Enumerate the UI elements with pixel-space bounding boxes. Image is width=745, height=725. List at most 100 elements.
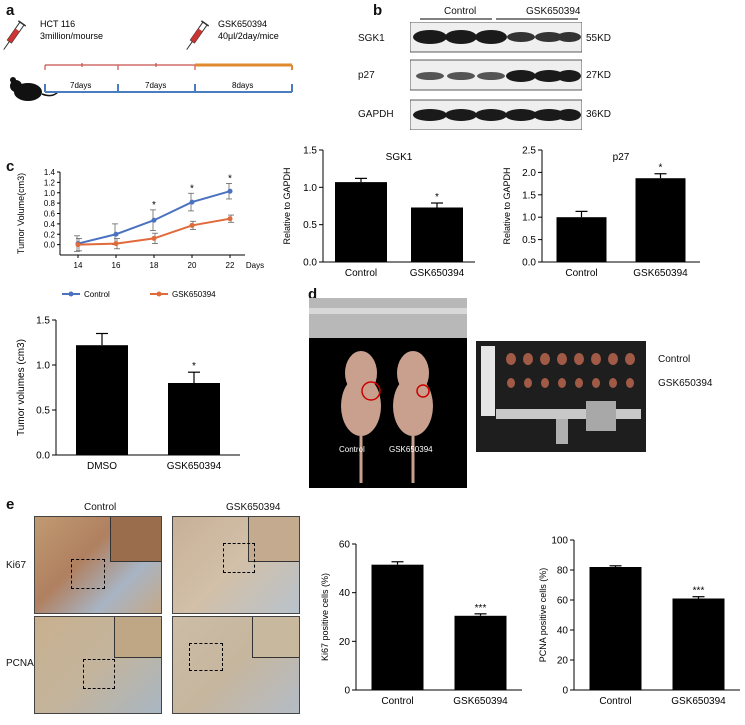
ihc-column-label: Control xyxy=(84,502,117,513)
p27-bar-chart: 0.0 0.5 1.0 1.5 2.0 2.5 Control GSK650394 * p27 Re… xyxy=(502,146,700,279)
mice-photo: Control GSK650394 xyxy=(309,298,467,488)
x-tick-label: 18 xyxy=(150,261,159,270)
mouse-label: GSK650394 xyxy=(389,445,433,454)
y-tick-label: 0.8 xyxy=(44,199,56,208)
y-tick-label: 1.5 xyxy=(303,146,317,157)
y-axis-label: PCNA positive cells (%) xyxy=(538,568,548,663)
period-label: 8days xyxy=(232,81,253,90)
significance-label: * xyxy=(192,361,196,372)
tumor-volume-bar-chart: 0.0 0.5 1.0 1.5 DMSO GSK650394 * Tumor volumes … xyxy=(16,316,240,472)
x-tick-label: DMSO xyxy=(87,461,117,472)
data-point xyxy=(113,241,119,247)
data-point xyxy=(227,216,233,222)
blot-row-label: GAPDH xyxy=(358,109,394,120)
significance-label: *** xyxy=(693,586,705,597)
y-tick-label: 0.0 xyxy=(36,451,50,462)
bar xyxy=(635,178,686,262)
y-tick-label: 0.5 xyxy=(522,235,536,246)
drug-label: GSK650394 xyxy=(218,19,267,29)
schematic-diagram: HCT 116 3million/mourse GSK650394 40μl/2… xyxy=(3,19,293,101)
x-tick-label: Control xyxy=(565,268,597,279)
y-tick-label: 0.0 xyxy=(522,258,536,269)
blot-group-label: Control xyxy=(444,6,477,17)
ihc-image-ki67-control xyxy=(34,516,162,614)
ihc-image-pcna-gsk xyxy=(172,616,300,714)
blot-row-label: SGK1 xyxy=(358,33,385,44)
x-tick-label: GSK650394 xyxy=(671,696,726,707)
data-point xyxy=(151,235,157,241)
y-axis-label: Tumor Volume(cm3) xyxy=(16,173,26,254)
x-tick-label: Control xyxy=(345,268,377,279)
blot-size-label: 36KD xyxy=(586,109,612,120)
ki67-bar-chart: 0 20 40 60 Control GSK650394 *** Ki67 positive … xyxy=(320,540,522,707)
tumor-growth-chart: 0.0 0.20.40.6 0.81.0 1.21.4 14 16 18 20 22 Days Tu… xyxy=(16,168,264,299)
bar xyxy=(371,564,424,690)
x-tick-label: 16 xyxy=(112,261,121,270)
y-tick-label: 1.0 xyxy=(36,361,50,372)
x-tick-label: Control xyxy=(599,696,631,707)
y-tick-label: 100 xyxy=(551,536,568,547)
tumors-photo xyxy=(476,341,646,452)
syringe-icon xyxy=(3,20,27,50)
x-tick-label: 14 xyxy=(74,261,83,270)
y-tick-label: 2.5 xyxy=(522,146,536,157)
legend-marker xyxy=(68,291,74,297)
x-axis-label: Days xyxy=(246,261,264,270)
y-axis-label: Ki67 positive cells (%) xyxy=(320,573,330,661)
y-tick-label: 60 xyxy=(339,540,351,551)
panel-letter-b: b xyxy=(373,2,383,19)
ihc-column-label: GSK650394 xyxy=(226,502,281,513)
blot-row-label: p27 xyxy=(358,70,375,81)
schematic-lines xyxy=(44,63,293,93)
significance-label: * xyxy=(228,173,232,184)
x-tick-label: GSK650394 xyxy=(633,268,688,279)
y-tick-label: 60 xyxy=(557,596,569,607)
y-tick-label: 0.4 xyxy=(44,220,56,229)
ihc-row-label: PCNA xyxy=(6,658,34,669)
bar xyxy=(589,567,642,690)
legend-label: Control xyxy=(84,290,110,299)
y-tick-label: 2.0 xyxy=(522,168,536,179)
data-point xyxy=(189,199,195,205)
bar xyxy=(168,383,220,455)
legend-label: GSK650394 xyxy=(172,290,216,299)
tumor-label: GSK650394 xyxy=(658,378,713,389)
panel-letter-e: e xyxy=(6,496,15,513)
y-tick-label: 80 xyxy=(557,566,569,577)
data-point xyxy=(151,217,157,223)
chart-title: SGK1 xyxy=(386,152,413,163)
data-point xyxy=(75,242,81,248)
blot-group-label: GSK650394 xyxy=(526,6,581,17)
y-tick-label: 0 xyxy=(562,686,568,697)
y-axis-label: Relative to GAPDH xyxy=(502,167,512,244)
y-tick-label: 0.0 xyxy=(303,258,317,269)
y-tick-label: 0.0 xyxy=(44,241,56,250)
significance-label: * xyxy=(152,200,156,211)
bar xyxy=(76,345,128,455)
bar xyxy=(672,598,725,690)
y-tick-label: 1.0 xyxy=(44,189,56,198)
mouse-label: Control xyxy=(339,445,365,454)
ihc-image-ki67-gsk xyxy=(172,516,300,614)
tumor-label: Control xyxy=(658,354,691,365)
x-tick-label: 22 xyxy=(226,261,235,270)
x-tick-label: 20 xyxy=(188,261,197,270)
y-tick-label: 40 xyxy=(339,588,351,599)
y-tick-label: 20 xyxy=(557,656,569,667)
cell-line-label: HCT 116 xyxy=(40,19,75,29)
blot-size-label: 27KD xyxy=(586,70,612,81)
y-tick-label: 0.5 xyxy=(36,406,50,417)
legend-marker xyxy=(156,291,162,297)
significance-label: * xyxy=(435,192,439,203)
bar xyxy=(556,217,607,262)
pcna-bar-chart: 0 20 40 60 80 100 Control GSK650394 *** PCNA posi… xyxy=(538,536,740,707)
x-tick-label: GSK650394 xyxy=(453,696,508,707)
panel-letter-d: d xyxy=(308,286,318,303)
dose1-label: 3million/mourse xyxy=(40,31,103,41)
x-tick-label: GSK650394 xyxy=(410,268,465,279)
y-tick-label: 0.5 xyxy=(303,220,317,231)
y-tick-label: 1.5 xyxy=(522,190,536,201)
y-tick-label: 1.0 xyxy=(303,183,317,194)
panel-letter-c: c xyxy=(6,158,15,175)
x-tick-label: GSK650394 xyxy=(167,461,222,472)
